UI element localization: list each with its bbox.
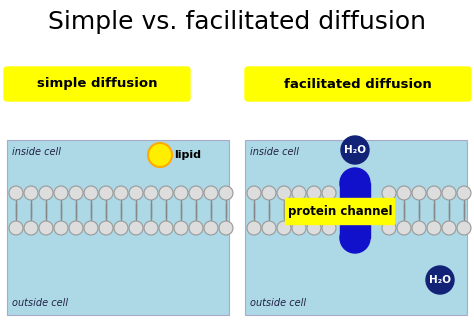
Circle shape bbox=[9, 221, 23, 235]
Circle shape bbox=[174, 221, 188, 235]
Circle shape bbox=[24, 186, 38, 200]
Circle shape bbox=[24, 221, 38, 235]
Circle shape bbox=[340, 168, 370, 198]
FancyBboxPatch shape bbox=[7, 140, 229, 315]
Circle shape bbox=[322, 186, 336, 200]
Circle shape bbox=[412, 186, 426, 200]
Circle shape bbox=[84, 186, 98, 200]
Text: outside cell: outside cell bbox=[250, 298, 306, 308]
Text: inside cell: inside cell bbox=[12, 147, 61, 157]
Circle shape bbox=[397, 186, 411, 200]
Circle shape bbox=[9, 186, 23, 200]
Circle shape bbox=[99, 186, 113, 200]
Circle shape bbox=[457, 221, 471, 235]
Circle shape bbox=[174, 186, 188, 200]
Circle shape bbox=[189, 186, 203, 200]
Circle shape bbox=[39, 186, 53, 200]
Circle shape bbox=[204, 186, 218, 200]
Circle shape bbox=[457, 186, 471, 200]
Text: H₂O: H₂O bbox=[429, 275, 451, 285]
Circle shape bbox=[277, 186, 291, 200]
Circle shape bbox=[427, 186, 441, 200]
Circle shape bbox=[442, 186, 456, 200]
Circle shape bbox=[54, 221, 68, 235]
Circle shape bbox=[382, 186, 396, 200]
FancyBboxPatch shape bbox=[245, 67, 471, 101]
Circle shape bbox=[262, 186, 276, 200]
Circle shape bbox=[219, 221, 233, 235]
Circle shape bbox=[54, 186, 68, 200]
Circle shape bbox=[39, 221, 53, 235]
Circle shape bbox=[427, 221, 441, 235]
Circle shape bbox=[148, 143, 172, 167]
Circle shape bbox=[341, 136, 369, 164]
Circle shape bbox=[277, 221, 291, 235]
FancyBboxPatch shape bbox=[245, 140, 467, 315]
Circle shape bbox=[84, 221, 98, 235]
Circle shape bbox=[442, 221, 456, 235]
Circle shape bbox=[247, 221, 261, 235]
FancyBboxPatch shape bbox=[340, 183, 370, 238]
Circle shape bbox=[247, 186, 261, 200]
Circle shape bbox=[159, 186, 173, 200]
Circle shape bbox=[99, 221, 113, 235]
Circle shape bbox=[189, 221, 203, 235]
Text: inside cell: inside cell bbox=[250, 147, 299, 157]
FancyBboxPatch shape bbox=[4, 67, 190, 101]
Text: simple diffusion: simple diffusion bbox=[37, 77, 157, 91]
Circle shape bbox=[292, 186, 306, 200]
Circle shape bbox=[292, 221, 306, 235]
Circle shape bbox=[114, 186, 128, 200]
Circle shape bbox=[412, 221, 426, 235]
Text: lipid: lipid bbox=[174, 150, 201, 160]
Circle shape bbox=[204, 221, 218, 235]
Circle shape bbox=[307, 186, 321, 200]
Text: Simple vs. facilitated diffusion: Simple vs. facilitated diffusion bbox=[48, 10, 426, 34]
Text: outside cell: outside cell bbox=[12, 298, 68, 308]
Text: H₂O: H₂O bbox=[344, 145, 366, 155]
Circle shape bbox=[382, 221, 396, 235]
Circle shape bbox=[144, 221, 158, 235]
Circle shape bbox=[129, 221, 143, 235]
Circle shape bbox=[322, 221, 336, 235]
Circle shape bbox=[114, 221, 128, 235]
Circle shape bbox=[144, 186, 158, 200]
Circle shape bbox=[159, 221, 173, 235]
Circle shape bbox=[69, 186, 83, 200]
Circle shape bbox=[129, 186, 143, 200]
Circle shape bbox=[307, 221, 321, 235]
Circle shape bbox=[219, 186, 233, 200]
Text: protein channel: protein channel bbox=[288, 204, 392, 217]
Circle shape bbox=[262, 221, 276, 235]
Text: facilitated diffusion: facilitated diffusion bbox=[284, 77, 432, 91]
Circle shape bbox=[340, 223, 370, 253]
Circle shape bbox=[397, 221, 411, 235]
Circle shape bbox=[426, 266, 454, 294]
Circle shape bbox=[69, 221, 83, 235]
FancyBboxPatch shape bbox=[285, 198, 394, 224]
